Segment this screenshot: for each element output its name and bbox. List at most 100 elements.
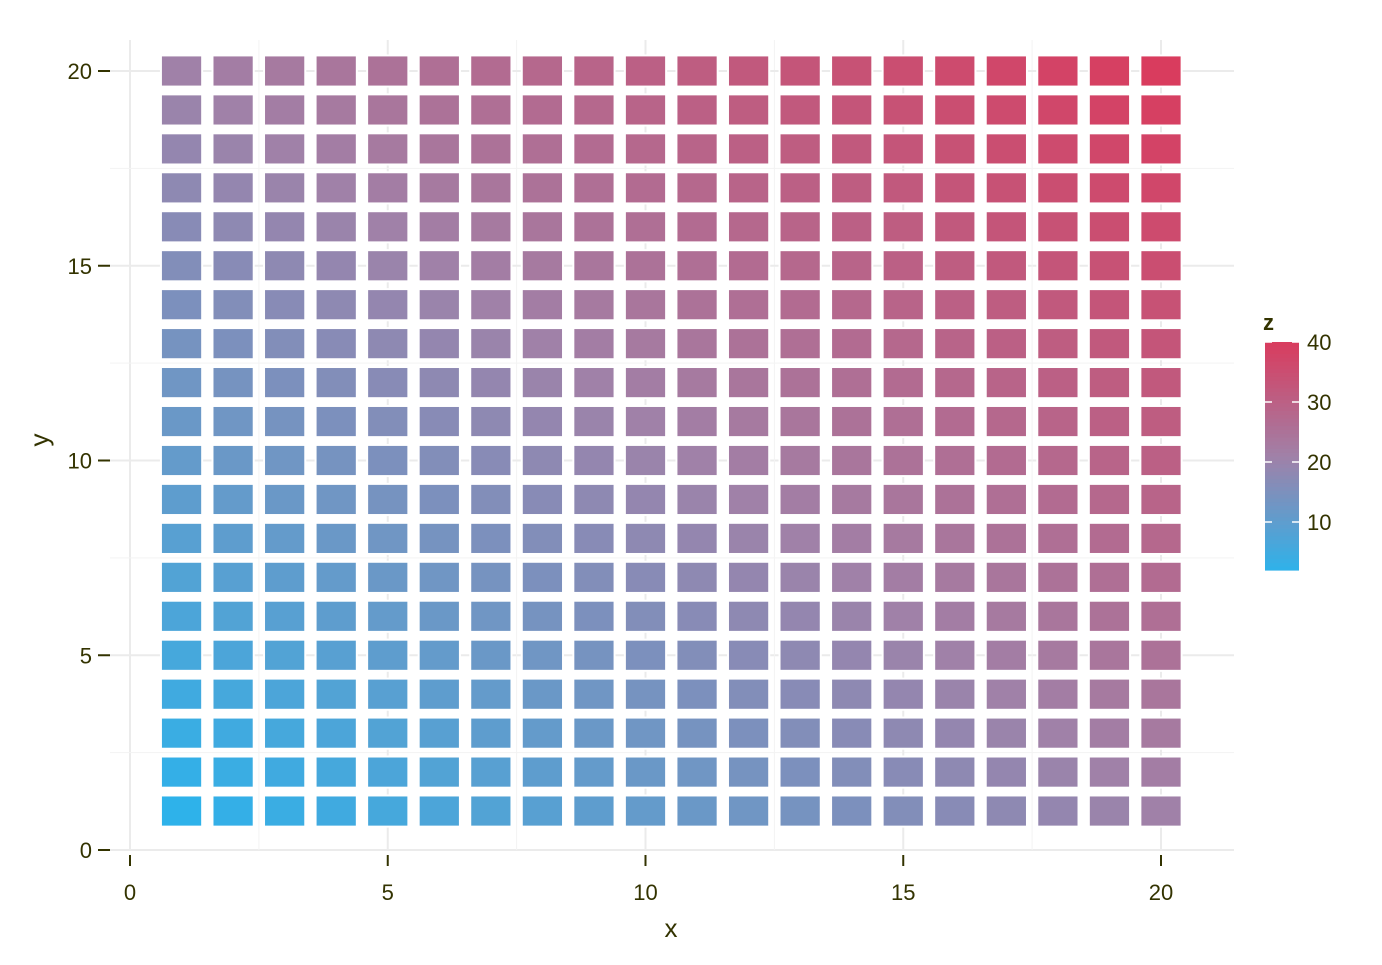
heatmap-tile bbox=[314, 482, 358, 517]
legend-colorbar-segment bbox=[1265, 395, 1299, 400]
heatmap-tile bbox=[623, 249, 668, 283]
legend-colorbar-segment bbox=[1265, 437, 1299, 442]
legend-tick-label: 20 bbox=[1307, 450, 1331, 475]
heatmap-tile bbox=[469, 54, 513, 88]
heatmap-tile bbox=[211, 404, 255, 439]
heatmap-tile bbox=[263, 288, 307, 322]
heatmap-tile bbox=[623, 443, 668, 478]
heatmap-tile bbox=[263, 366, 307, 400]
heatmap-tile bbox=[1139, 210, 1183, 244]
heatmap-tile bbox=[159, 54, 204, 88]
heatmap-tile bbox=[469, 755, 513, 789]
legend-colorbar-segment bbox=[1265, 418, 1299, 423]
heatmap-tile bbox=[881, 755, 925, 789]
heatmap-tile bbox=[469, 716, 513, 750]
legend-colorbar-segment bbox=[1265, 543, 1299, 548]
heatmap-tile bbox=[469, 171, 513, 205]
heatmap-tile bbox=[984, 404, 1028, 439]
heatmap-tile bbox=[469, 638, 513, 672]
x-tick-label: 0 bbox=[124, 880, 136, 905]
heatmap-tile bbox=[881, 638, 925, 672]
heatmap-tile bbox=[726, 288, 771, 322]
heatmap-tile bbox=[211, 794, 255, 828]
heatmap-tile bbox=[211, 716, 255, 750]
heatmap-tile bbox=[933, 404, 977, 439]
legend-colorbar-segment bbox=[1265, 505, 1299, 510]
heatmap-tile bbox=[211, 366, 255, 400]
heatmap-tile bbox=[726, 560, 771, 594]
heatmap-tile bbox=[417, 716, 461, 750]
legend-tick-label: 40 bbox=[1307, 330, 1331, 355]
heatmap-tile bbox=[933, 716, 977, 750]
heatmap-tile bbox=[417, 599, 461, 633]
heatmap-tile bbox=[314, 327, 358, 361]
heatmap-tile bbox=[830, 210, 874, 244]
heatmap-tile bbox=[469, 482, 513, 517]
heatmap-tile bbox=[726, 54, 771, 88]
heatmap-tile bbox=[572, 171, 616, 205]
legend-colorbar-segment bbox=[1265, 368, 1299, 373]
legend-colorbar-segment bbox=[1265, 547, 1299, 552]
heatmap-tile bbox=[726, 249, 771, 283]
legend-colorbar-segment bbox=[1265, 497, 1299, 503]
heatmap-tile bbox=[1036, 93, 1080, 127]
heatmap-tile bbox=[211, 288, 255, 322]
heatmap-tile bbox=[520, 755, 565, 789]
heatmap-tile bbox=[417, 404, 461, 439]
heatmap-tile bbox=[881, 132, 925, 166]
x-tick-label: 10 bbox=[633, 880, 657, 905]
legend-colorbar-segment bbox=[1265, 494, 1299, 499]
heatmap-tile bbox=[881, 482, 925, 517]
heatmap-tile bbox=[830, 638, 874, 672]
heatmap-tile bbox=[572, 288, 616, 322]
heatmap-tile bbox=[881, 677, 925, 711]
heatmap-tile bbox=[778, 132, 822, 166]
heatmap-tile bbox=[314, 638, 358, 672]
heatmap-tile bbox=[830, 249, 874, 283]
heatmap-tile bbox=[417, 132, 461, 166]
heatmap-tile bbox=[933, 794, 977, 828]
heatmap-tile bbox=[830, 171, 874, 205]
heatmap-tile bbox=[623, 132, 668, 166]
heatmap-tile bbox=[881, 171, 925, 205]
heatmap-tile bbox=[830, 716, 874, 750]
legend-colorbar-segment bbox=[1265, 414, 1299, 419]
legend-colorbar-segment bbox=[1265, 380, 1299, 385]
legend-colorbar-segment bbox=[1265, 456, 1299, 461]
heatmap-tile bbox=[984, 93, 1028, 127]
heatmap-tile bbox=[623, 54, 668, 88]
heatmap-tile bbox=[830, 677, 874, 711]
heatmap-tile bbox=[314, 404, 358, 439]
heatmap-tile bbox=[1087, 171, 1132, 205]
legend-colorbar-segment bbox=[1265, 490, 1299, 495]
heatmap-tile bbox=[726, 677, 771, 711]
heatmap-tile bbox=[572, 677, 616, 711]
heatmap-tile bbox=[314, 249, 358, 283]
heatmap-tile bbox=[623, 288, 668, 322]
heatmap-tile bbox=[263, 249, 307, 283]
heatmap-tile bbox=[623, 560, 668, 594]
heatmap-tile bbox=[520, 794, 565, 828]
legend-colorbar-segment bbox=[1265, 516, 1299, 522]
heatmap-tile bbox=[159, 443, 204, 478]
heatmap-tile bbox=[159, 366, 204, 400]
heatmap-tile bbox=[314, 171, 358, 205]
heatmap-tile bbox=[623, 93, 668, 127]
heatmap-tile bbox=[417, 482, 461, 517]
legend-colorbar-segment bbox=[1265, 459, 1299, 465]
heatmap-tile bbox=[1036, 443, 1080, 478]
heatmap-tile bbox=[417, 249, 461, 283]
heatmap-tile bbox=[1036, 327, 1080, 361]
heatmap-tile bbox=[572, 366, 616, 400]
heatmap-tile bbox=[933, 54, 977, 88]
heatmap-tile bbox=[159, 210, 204, 244]
heatmap-tile bbox=[469, 327, 513, 361]
heatmap-tile bbox=[881, 249, 925, 283]
legend-colorbar-segment bbox=[1265, 566, 1299, 571]
heatmap-tile bbox=[675, 794, 719, 828]
heatmap-tile bbox=[366, 93, 410, 127]
heatmap-tile bbox=[726, 366, 771, 400]
heatmap-tile bbox=[572, 443, 616, 478]
heatmap-tile bbox=[675, 482, 719, 517]
heatmap-tile bbox=[159, 482, 204, 517]
